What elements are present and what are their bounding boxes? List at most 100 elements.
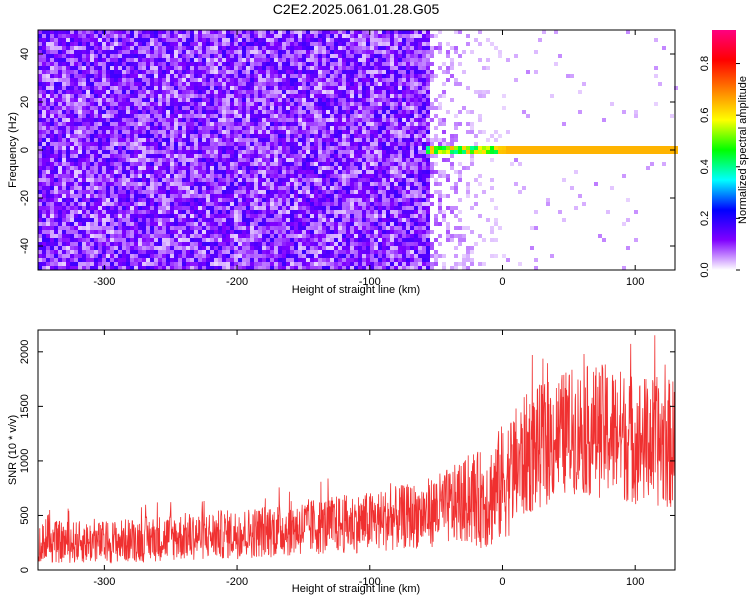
heatmap-cell <box>278 238 282 242</box>
heatmap-cell <box>310 146 314 150</box>
heatmap-cell <box>190 42 194 46</box>
heatmap-cell <box>314 110 318 114</box>
heatmap-cell <box>174 70 178 74</box>
heatmap-cell <box>290 94 294 98</box>
heatmap-cell <box>314 242 318 246</box>
heatmap-cell <box>350 106 354 110</box>
heatmap-cell <box>214 118 218 122</box>
heatmap-cell <box>282 174 286 178</box>
heatmap-cell <box>162 266 166 270</box>
heatmap-cell <box>302 34 306 38</box>
heatmap-cell <box>98 222 102 226</box>
heatmap-cell <box>86 242 90 246</box>
heatmap-cell <box>210 46 214 50</box>
heatmap-cell <box>138 238 142 242</box>
heatmap-cell <box>282 262 286 266</box>
heatmap-cell <box>58 198 62 202</box>
heatmap-cell <box>74 254 78 258</box>
heatmap-cell <box>150 30 154 34</box>
heatmap-cell <box>210 98 214 102</box>
heatmap-cell <box>166 194 170 198</box>
heatmap-cell <box>74 246 78 250</box>
heatmap-cell <box>234 46 238 50</box>
heatmap-cell <box>118 258 122 262</box>
heatmap-cell <box>350 70 354 74</box>
heatmap-cell <box>74 178 78 182</box>
heatmap-cell <box>290 170 294 174</box>
heatmap-cell <box>170 42 174 46</box>
heatmap-cell <box>262 66 266 70</box>
heatmap-cell <box>342 174 346 178</box>
heatmap-cell <box>102 146 106 150</box>
heatmap-cell <box>198 98 202 102</box>
heatmap-cell <box>82 226 86 230</box>
heatmap-cell <box>278 94 282 98</box>
heatmap-cell <box>358 206 362 210</box>
heatmap-cell <box>50 114 54 118</box>
heatmap-cell <box>206 126 210 130</box>
heatmap-cell <box>134 202 138 206</box>
heatmap-cell <box>330 74 334 78</box>
heatmap-cell <box>210 54 214 58</box>
heatmap-cell <box>230 38 234 42</box>
heatmap-cell <box>238 54 242 58</box>
heatmap-cell <box>262 138 266 142</box>
heatmap-cell <box>258 194 262 198</box>
heatmap-cell <box>338 70 342 74</box>
heatmap-cell <box>138 198 142 202</box>
heatmap-cell <box>278 154 282 158</box>
heatmap-cell <box>154 190 158 194</box>
heatmap-cell <box>70 46 74 50</box>
heatmap-cell <box>282 46 286 50</box>
heatmap-cell <box>210 74 214 78</box>
heatmap-cell <box>318 254 322 258</box>
heatmap-cell <box>102 46 106 50</box>
heatmap-cell <box>290 250 294 254</box>
heatmap-cell <box>114 178 118 182</box>
heatmap-cell <box>110 46 114 50</box>
heatmap-cell <box>282 138 286 142</box>
heatmap-cell <box>274 190 278 194</box>
heatmap-cell <box>110 78 114 82</box>
heatmap-cell <box>58 158 62 162</box>
heatmap-cell <box>210 258 214 262</box>
heatmap-cell <box>206 146 210 150</box>
heatmap-cell <box>362 126 366 130</box>
heatmap-cell <box>262 230 266 234</box>
heatmap-cell <box>358 234 362 238</box>
heatmap-cell <box>330 82 334 86</box>
heatmap-cell <box>302 98 306 102</box>
heatmap-cell <box>318 230 322 234</box>
heatmap-cell <box>86 62 90 66</box>
heatmap-cell <box>86 94 90 98</box>
heatmap-cell <box>362 262 366 266</box>
heatmap-cell <box>90 226 94 230</box>
heatmap-cell <box>198 142 202 146</box>
heatmap-cell <box>186 262 190 266</box>
heatmap-cell <box>338 226 342 230</box>
heatmap-cell <box>206 150 210 154</box>
heatmap-cell <box>74 174 78 178</box>
heatmap-cell <box>338 38 342 42</box>
heatmap-cell <box>306 202 310 206</box>
heatmap-cell <box>102 190 106 194</box>
heatmap-cell <box>130 226 134 230</box>
heatmap-cell <box>286 194 290 198</box>
heatmap-cell <box>334 182 338 186</box>
heatmap-cell <box>62 242 66 246</box>
heatmap-cell <box>182 90 186 94</box>
heatmap-cell <box>362 54 366 58</box>
heatmap-cell <box>146 250 150 254</box>
heatmap-cell <box>150 42 154 46</box>
heatmap-cell <box>314 186 318 190</box>
heatmap-cell <box>38 202 42 206</box>
heatmap-cell <box>146 110 150 114</box>
heatmap-cell <box>58 114 62 118</box>
heatmap-cell <box>214 94 218 98</box>
heatmap-cell <box>210 90 214 94</box>
heatmap-cell <box>210 146 214 150</box>
heatmap-cell <box>334 42 338 46</box>
heatmap-cell <box>86 190 90 194</box>
heatmap-cell <box>242 106 246 110</box>
heatmap-cell <box>270 242 274 246</box>
